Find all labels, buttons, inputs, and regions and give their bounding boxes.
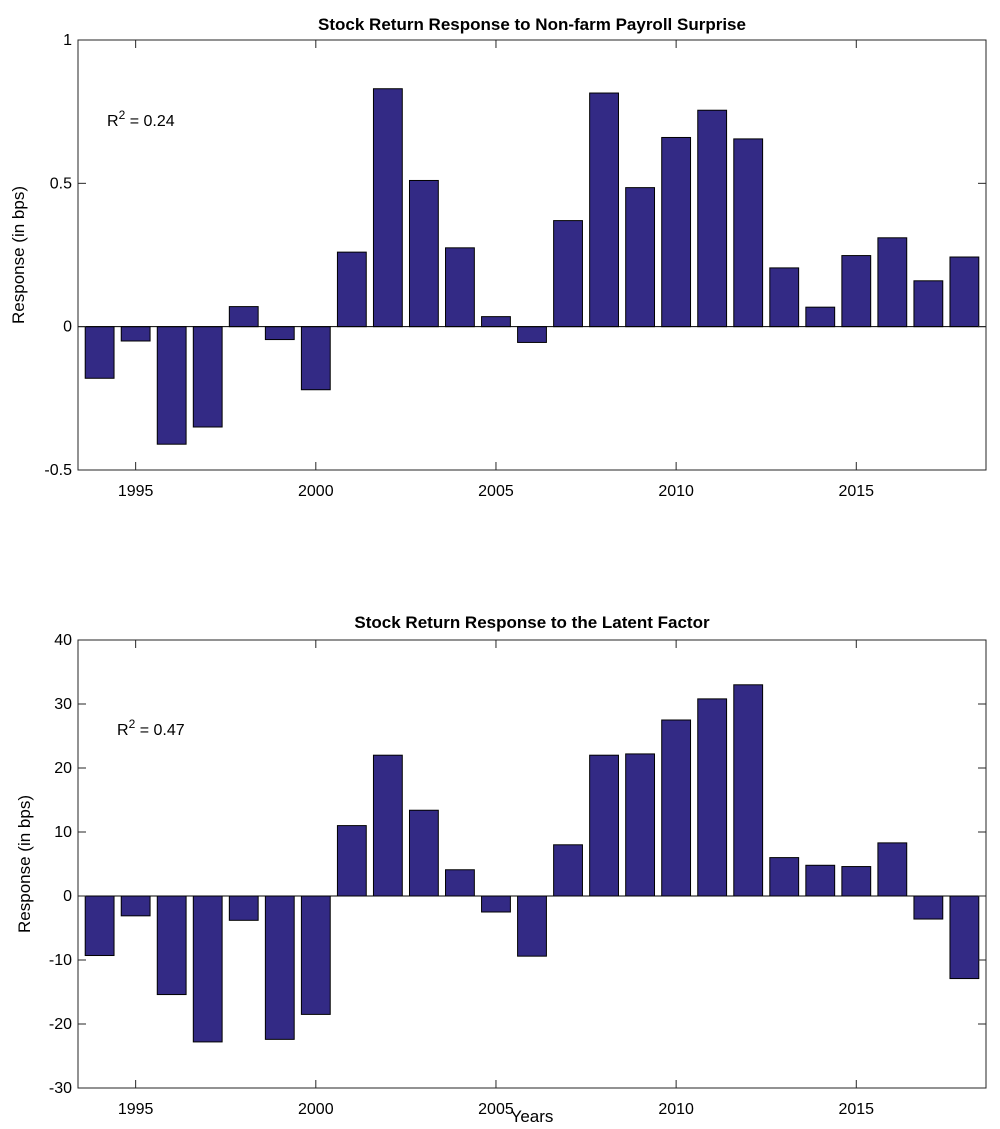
chart-title: Stock Return Response to Non-farm Payrol… xyxy=(318,15,746,34)
bar xyxy=(120,895,151,917)
bar xyxy=(589,754,619,897)
bar xyxy=(661,719,692,897)
bar xyxy=(733,684,764,897)
bar xyxy=(300,326,331,391)
x-tick-label: 1995 xyxy=(118,1101,154,1118)
y-tick-label: -30 xyxy=(49,1080,72,1097)
bar xyxy=(372,88,403,328)
r-squared-annotation: R2 = 0.47 xyxy=(117,717,185,739)
r-squared-base: R xyxy=(107,113,119,130)
y-tick-label: 1 xyxy=(63,32,72,49)
y-tick-label: -0.5 xyxy=(44,462,72,479)
bar xyxy=(156,326,187,445)
y-tick-label: 40 xyxy=(54,632,72,649)
bar xyxy=(553,220,583,328)
y-tick-label: 10 xyxy=(54,824,72,841)
y-tick-label: 30 xyxy=(54,696,72,713)
bar xyxy=(517,895,547,957)
bar xyxy=(481,895,511,913)
bar xyxy=(913,895,944,920)
bar xyxy=(84,326,115,379)
bar xyxy=(589,92,619,328)
bar xyxy=(625,753,656,897)
bar xyxy=(192,326,223,428)
bar xyxy=(228,895,259,921)
chart-title: Stock Return Response to the Latent Fact… xyxy=(354,613,710,632)
y-tick-label: -20 xyxy=(49,1016,72,1033)
bar xyxy=(84,895,115,957)
r-squared-superscript: 2 xyxy=(129,717,136,731)
y-tick-label: 0 xyxy=(63,319,72,336)
bar xyxy=(949,256,980,328)
chart-panel-latent-factor: Stock Return Response to the Latent Fact… xyxy=(15,613,987,1126)
r-squared-annotation: R2 = 0.24 xyxy=(107,108,175,130)
x-tick-label: 2000 xyxy=(298,483,334,500)
x-tick-label: 2015 xyxy=(838,483,874,500)
x-tick-label: 2005 xyxy=(478,483,514,500)
y-tick-label: 0 xyxy=(63,888,72,905)
bar xyxy=(408,809,439,897)
bar xyxy=(517,326,547,343)
bar xyxy=(372,754,403,897)
bar xyxy=(697,698,728,897)
chart-panel-nonfarm-payroll: Stock Return Response to Non-farm Payrol… xyxy=(9,15,987,500)
bar xyxy=(481,316,511,328)
r-squared-base: R xyxy=(117,722,129,739)
axes-box xyxy=(77,39,987,471)
x-tick-label: 1995 xyxy=(118,483,154,500)
bar xyxy=(553,844,583,897)
y-tick-label: -10 xyxy=(49,952,72,969)
bar xyxy=(913,280,944,328)
bar xyxy=(120,326,151,342)
bar xyxy=(264,895,295,1040)
bar xyxy=(949,895,980,980)
y-tick-label: 0.5 xyxy=(50,175,72,192)
bar xyxy=(445,247,475,328)
bar xyxy=(300,895,331,1015)
bar xyxy=(156,895,187,996)
y-axis-label: Response (in bps) xyxy=(9,186,28,324)
bar xyxy=(336,825,367,897)
bar xyxy=(697,109,728,328)
r-squared-value: = 0.24 xyxy=(125,113,174,130)
x-axis-label: Years xyxy=(511,1107,554,1126)
bar xyxy=(877,842,908,897)
x-tick-label: 2010 xyxy=(658,1101,694,1118)
bar xyxy=(841,255,872,328)
bar xyxy=(877,237,908,328)
bar xyxy=(445,869,475,897)
x-tick-label: 2010 xyxy=(658,483,694,500)
bar xyxy=(228,306,259,328)
bar xyxy=(336,251,367,328)
bar xyxy=(408,179,439,328)
bar xyxy=(625,187,656,328)
x-tick-label: 2015 xyxy=(838,1101,874,1118)
x-tick-label: 2000 xyxy=(298,1101,334,1118)
bar xyxy=(733,138,764,328)
y-axis-label: Response (in bps) xyxy=(15,795,34,933)
r-squared-superscript: 2 xyxy=(119,108,126,122)
bar xyxy=(192,895,223,1043)
bar xyxy=(769,267,800,328)
r-squared-value: = 0.47 xyxy=(135,722,184,739)
bar xyxy=(805,306,836,328)
bar xyxy=(805,864,836,897)
bar xyxy=(264,326,295,341)
bar xyxy=(841,866,872,897)
y-tick-label: 20 xyxy=(54,760,72,777)
bar xyxy=(769,857,800,897)
axes-box xyxy=(77,639,987,1089)
x-tick-label: 2005 xyxy=(478,1101,514,1118)
bar xyxy=(661,136,692,328)
